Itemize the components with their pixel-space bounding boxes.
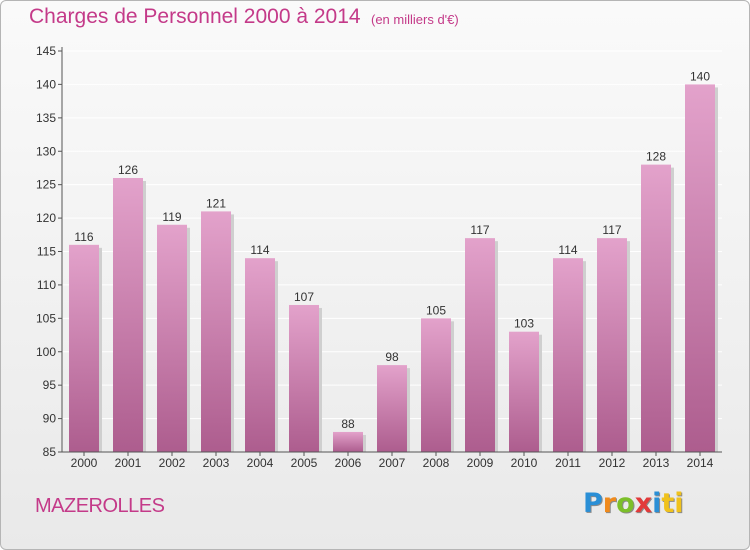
- y-tick-label: 130: [36, 144, 56, 158]
- bar-2012: [597, 238, 627, 452]
- data-label: 117: [470, 223, 489, 237]
- commune-name: MAZEROLLES: [35, 495, 165, 517]
- chart-subtitle: (en milliers d'€): [371, 12, 459, 27]
- x-tick-label: 2012: [599, 456, 626, 470]
- x-tick-label: 2004: [247, 456, 274, 470]
- bar-2004: [245, 258, 275, 452]
- bar-2014: [685, 84, 715, 453]
- data-label: 88: [341, 417, 355, 431]
- data-label: 121: [206, 196, 226, 210]
- data-label: 119: [162, 210, 181, 224]
- bar-2013: [641, 164, 671, 452]
- data-label: 114: [250, 243, 269, 257]
- bar-2007: [377, 365, 407, 452]
- y-tick-label: 135: [36, 111, 56, 125]
- y-tick-label: 90: [43, 412, 57, 426]
- y-tick-label: 110: [37, 278, 56, 292]
- x-tick-label: 2005: [291, 456, 318, 470]
- x-tick-label: 2001: [115, 456, 142, 470]
- x-tick-label: 2007: [379, 456, 406, 470]
- data-label: 107: [294, 290, 314, 304]
- data-label: 103: [514, 317, 534, 331]
- y-tick-label: 105: [36, 311, 56, 325]
- x-tick-label: 2010: [511, 456, 538, 470]
- bar-2006: [333, 431, 363, 452]
- y-tick-label: 85: [43, 445, 57, 459]
- bar-2009: [465, 238, 495, 452]
- proxiti-logo: Proxiti: [583, 488, 684, 519]
- data-label: 116: [74, 230, 93, 244]
- bar-2010: [509, 331, 539, 452]
- x-tick-label: 2006: [335, 456, 362, 470]
- x-tick-label: 2002: [159, 456, 186, 470]
- x-tick-label: 2011: [555, 456, 581, 470]
- bar-2003: [201, 211, 231, 452]
- x-tick-label: 2003: [203, 456, 230, 470]
- x-tick-label: 2014: [687, 456, 714, 470]
- data-label: 128: [646, 150, 666, 164]
- x-tick-label: 2013: [643, 456, 670, 470]
- data-label: 105: [426, 303, 446, 317]
- y-tick-label: 120: [36, 211, 56, 225]
- bar-2011: [553, 258, 583, 452]
- bar-2005: [289, 304, 319, 452]
- data-label: 117: [602, 223, 621, 237]
- chart-title: Charges de Personnel 2000 à 2014: [29, 5, 361, 28]
- y-tick-label: 115: [37, 245, 56, 259]
- bar-2001: [113, 177, 143, 452]
- x-tick-label: 2008: [423, 456, 450, 470]
- bar-2008: [421, 318, 451, 452]
- x-tick-label: 2000: [71, 456, 98, 470]
- y-tick-label: 145: [36, 44, 56, 58]
- data-label: 98: [385, 350, 399, 364]
- data-label: 126: [118, 163, 138, 177]
- y-tick-label: 95: [43, 378, 57, 392]
- data-label: 140: [690, 69, 710, 83]
- data-label: 114: [558, 243, 577, 257]
- bar-2000: [69, 244, 99, 452]
- y-tick-label: 125: [36, 178, 56, 192]
- bar-2002: [157, 224, 187, 452]
- y-tick-label: 100: [36, 345, 56, 359]
- y-tick-label: 140: [36, 77, 56, 91]
- x-tick-label: 2009: [467, 456, 494, 470]
